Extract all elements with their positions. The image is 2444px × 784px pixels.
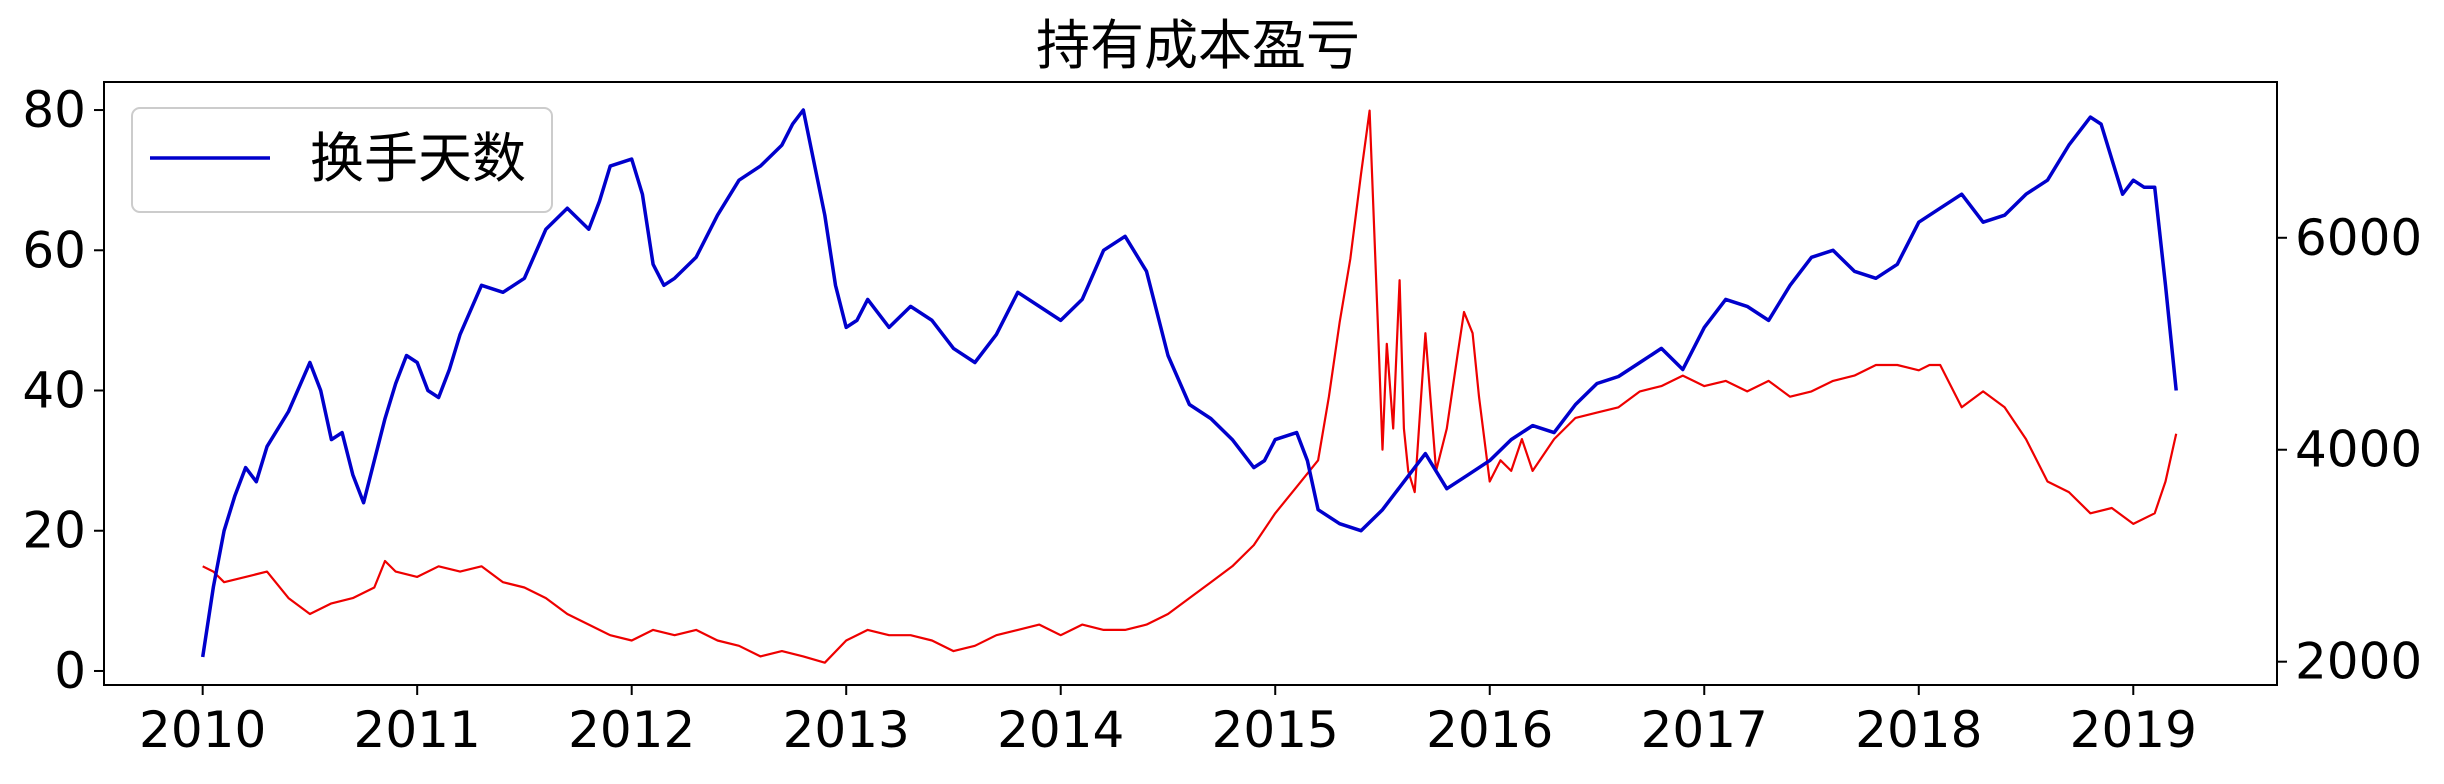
y-right-tick-label: 6000 bbox=[2295, 209, 2422, 267]
series-line-turnover-days bbox=[200, 108, 2178, 658]
x-tick-label: 2012 bbox=[568, 701, 695, 759]
x-tick-label: 2017 bbox=[1641, 701, 1768, 759]
y-left-tick-label: 60 bbox=[22, 221, 86, 279]
series-layer bbox=[200, 108, 2178, 664]
x-tick-label: 2015 bbox=[1212, 701, 1339, 759]
legend-box bbox=[131, 107, 553, 213]
legend: 换手天数 bbox=[131, 107, 553, 213]
x-tick-label: 2016 bbox=[1426, 701, 1553, 759]
x-tick-label: 2019 bbox=[2070, 701, 2197, 759]
y-left-tick-label: 0 bbox=[54, 642, 86, 700]
legend-label: 换手天数 bbox=[310, 127, 526, 190]
x-tick-label: 2013 bbox=[783, 701, 910, 759]
chart-title: 持有成本盈亏 bbox=[1036, 14, 1360, 77]
y-axis-right: 2000 4000 6000 bbox=[2277, 209, 2422, 691]
y-right-tick-label: 2000 bbox=[2295, 633, 2422, 691]
x-tick-label: 2011 bbox=[354, 701, 481, 759]
series-line-index bbox=[202, 109, 2178, 664]
y-right-tick-label: 4000 bbox=[2295, 421, 2422, 479]
y-axis-left: 0 20 40 60 80 bbox=[22, 81, 104, 700]
x-axis: 2010 2011 2012 2013 2014 2015 2016 2017 2018 2019 bbox=[139, 685, 2197, 759]
y-left-tick-label: 20 bbox=[22, 502, 86, 560]
y-left-tick-label: 80 bbox=[22, 81, 86, 139]
x-tick-label: 2018 bbox=[1855, 701, 1982, 759]
x-tick-label: 2014 bbox=[997, 701, 1124, 759]
x-tick-label: 2010 bbox=[139, 701, 266, 759]
y-left-tick-label: 40 bbox=[22, 362, 86, 420]
plot-frame bbox=[103, 81, 2278, 686]
